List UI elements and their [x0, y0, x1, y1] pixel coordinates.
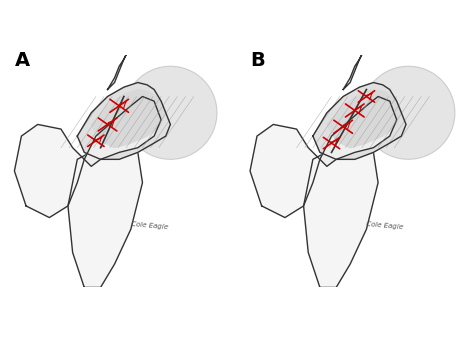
Polygon shape	[320, 96, 397, 166]
Polygon shape	[313, 82, 406, 159]
Polygon shape	[84, 96, 161, 166]
Text: Cole Eagle: Cole Eagle	[366, 221, 404, 230]
Polygon shape	[343, 55, 362, 90]
Polygon shape	[303, 143, 378, 287]
Text: B: B	[250, 51, 265, 70]
Circle shape	[124, 66, 217, 159]
Text: A: A	[14, 51, 29, 70]
Circle shape	[362, 66, 455, 159]
Polygon shape	[14, 124, 84, 218]
Polygon shape	[77, 82, 171, 159]
Text: Cole Eagle: Cole Eagle	[131, 221, 168, 230]
Polygon shape	[68, 143, 143, 287]
Polygon shape	[108, 55, 126, 90]
Polygon shape	[91, 90, 166, 148]
Polygon shape	[250, 124, 320, 218]
Polygon shape	[327, 90, 401, 148]
